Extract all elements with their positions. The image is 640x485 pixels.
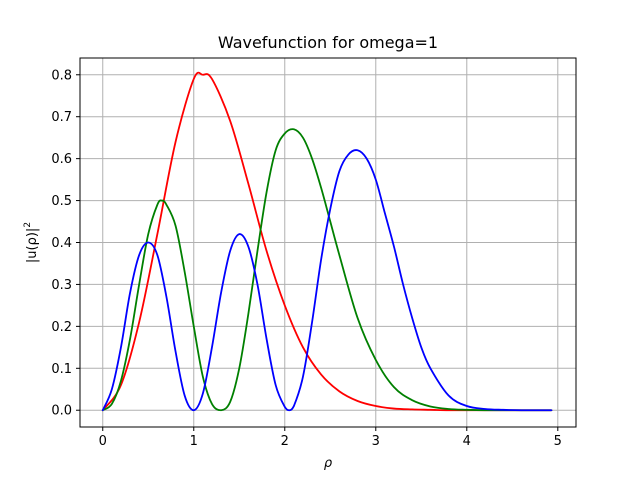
y-tick-label: 0.2 bbox=[51, 320, 72, 335]
y-tick-label: 0.3 bbox=[51, 278, 72, 293]
series-line-green bbox=[101, 128, 553, 412]
series-line-red bbox=[101, 71, 553, 412]
y-axis-label-superscript: 2 bbox=[23, 222, 33, 228]
axis-ticks: 0 1 2 3 4 5 0.0 0.1 0.2 0.3 0.4 0.5 0.6 0.7 0.8 bbox=[51, 68, 562, 449]
y-axis-label-base: |u(ρ)| bbox=[25, 228, 40, 263]
series-line-blue bbox=[101, 149, 553, 412]
series-lines bbox=[101, 71, 553, 412]
y-axis-label: |u(ρ)|2 bbox=[23, 222, 40, 263]
y-tick-label: 0.6 bbox=[51, 152, 72, 167]
y-tick-label: 0.4 bbox=[51, 236, 72, 251]
x-tick-label: 5 bbox=[554, 434, 562, 449]
x-tick-label: 1 bbox=[190, 434, 198, 449]
x-tick-label: 0 bbox=[99, 434, 107, 449]
y-tick-label: 0.7 bbox=[51, 110, 72, 125]
chart-title: Wavefunction for omega=1 bbox=[218, 33, 438, 52]
x-axis-label: ρ bbox=[324, 456, 333, 471]
y-tick-label: 0.8 bbox=[51, 68, 72, 83]
x-tick-label: 3 bbox=[372, 434, 380, 449]
x-tick-label: 4 bbox=[463, 434, 471, 449]
y-tick-label: 0.0 bbox=[51, 404, 72, 419]
y-tick-label: 0.5 bbox=[51, 194, 72, 209]
y-tick-label: 0.1 bbox=[51, 362, 72, 377]
x-tick-label: 2 bbox=[281, 434, 289, 449]
